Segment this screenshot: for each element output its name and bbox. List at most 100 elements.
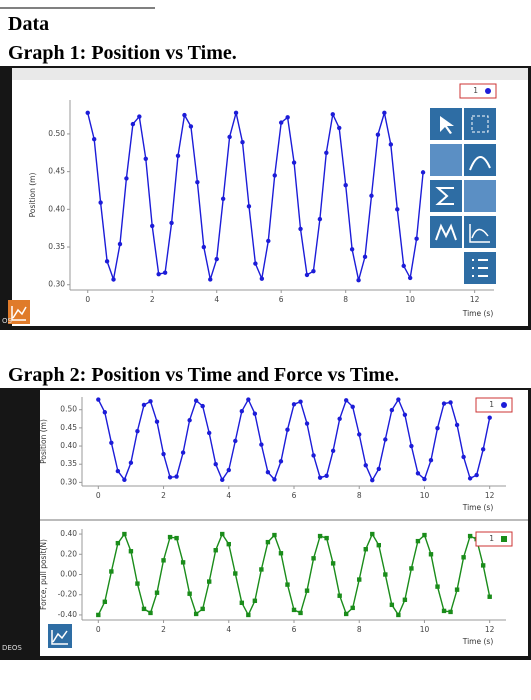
tool-button[interactable] [464,216,496,248]
data-point [154,419,160,424]
tool-button[interactable] [464,108,496,140]
data-point [414,236,419,241]
y-tick-label: -0.20 [58,590,78,599]
data-point [233,438,238,444]
data-point [111,277,116,282]
data-point [363,547,368,552]
data-point [96,612,101,618]
legend-marker [501,402,507,408]
tool-button[interactable] [430,144,462,176]
data-point [109,440,114,445]
data-point [350,404,355,410]
data-point [337,125,342,131]
data-point [259,276,265,281]
data-point [337,416,342,421]
data-point [208,277,213,282]
data-point [115,540,121,546]
data-point [265,469,271,475]
y-tick-label: 0.20 [60,549,77,558]
tool-button[interactable] [464,144,496,176]
legend-label: 1 [473,86,478,95]
tool-button[interactable] [464,180,496,212]
panel-bar [12,68,528,80]
data-point [109,569,114,574]
data-point [402,412,408,417]
toolbar [8,108,496,648]
data-point [435,584,440,589]
data-point [480,563,486,568]
data-point [239,600,245,606]
data-point [317,216,323,222]
panel [40,390,528,656]
data-point [389,602,395,608]
data-point [401,263,406,269]
tool-icon [471,115,489,133]
legend-box [475,397,513,413]
y-tick-label: 0.40 [48,204,65,213]
legend-box [475,531,513,547]
data-point [461,454,466,460]
data-point [278,459,284,464]
data-point [240,140,245,145]
graph-icon [11,306,27,321]
data-point [169,220,174,226]
x-tick-label: 0 [96,625,101,634]
y-tick-label: 0.00 [60,570,77,579]
data-point [298,399,303,404]
tool-button[interactable] [430,216,462,248]
x-tick-label: 6 [279,295,284,304]
chart: -0.40 -0.20 0.00 0.20 0.40 0 2 4 6 8 10 12 Time (s) F… [39,529,513,646]
data-point [330,112,335,117]
data-point [227,134,232,140]
data-point [330,448,336,453]
data-point [370,477,375,483]
data-point [298,610,303,616]
data-point [461,555,466,560]
tool-icon [435,187,454,205]
x-tick-label: 8 [343,295,348,304]
data-point [422,476,427,482]
data-point [104,259,110,264]
data-point [441,401,447,406]
data-point [376,542,381,548]
data-point [330,561,336,566]
data-point [128,460,134,465]
data-point [259,567,264,572]
legend-marker [501,536,507,542]
data-point [370,531,375,537]
data-point [188,124,194,129]
data-point [441,608,447,614]
data-point [122,531,127,537]
data-point [278,120,284,125]
x-tick-label: 10 [420,491,430,500]
y-tick-label: 0.35 [48,242,65,251]
data-point [420,170,426,175]
data-point [422,532,427,538]
data-point [409,443,414,449]
data-point [369,193,374,198]
data-point [207,579,212,584]
y-tick-label: 0.40 [60,441,77,450]
chart: 0.30 0.35 0.40 0.45 0.50 0 2 4 6 8 10 12 Time (s) Pos… [39,397,513,512]
data-point [220,531,225,537]
data-point [311,556,316,561]
data-point [175,153,181,158]
data-point [428,458,434,463]
y-tick-label: 0.45 [60,423,77,432]
x-tick-label: 12 [470,295,480,304]
data-point [388,142,394,147]
data-point [291,160,297,165]
data-point [182,112,187,118]
data-point [383,437,388,442]
data-point [396,397,401,402]
caption: Graph 1: Position vs Time. [8,42,237,64]
data-point [226,541,231,547]
data-point [115,468,121,474]
y-tick-label: -0.40 [58,610,78,619]
data-point [91,137,97,142]
legend-label: 1 [489,400,494,409]
data-point [117,241,123,247]
data-point [272,532,277,538]
edge-text: OS [2,317,13,325]
